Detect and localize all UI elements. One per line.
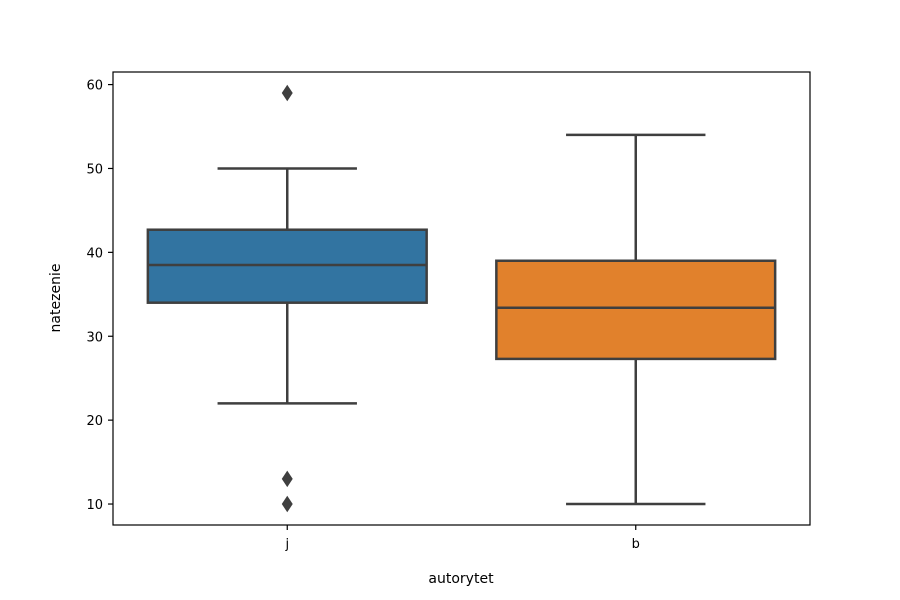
box-iqr — [146, 228, 428, 304]
y-tick-label: 40 — [86, 246, 103, 261]
x-tick-label: j — [284, 537, 289, 552]
box-group-j — [146, 84, 428, 513]
outlier-point — [281, 470, 293, 488]
box-iqr — [495, 259, 777, 361]
y-tick-label: 20 — [86, 414, 103, 429]
y-axis-label: natezenie — [48, 264, 64, 333]
y-tick-label: 30 — [86, 330, 103, 345]
y-tick-label: 60 — [86, 79, 103, 94]
box-group-b — [495, 133, 777, 506]
plot-area — [146, 84, 777, 513]
x-tick-label: b — [632, 537, 640, 552]
y-tick-label: 10 — [86, 498, 103, 513]
y-tick-label: 50 — [86, 162, 103, 177]
outlier-point — [281, 495, 293, 513]
axes: 10 20 30 40 50 60 j b — [86, 71, 811, 552]
outlier-point — [281, 84, 293, 102]
axes-frame — [112, 71, 811, 526]
x-axis-label: autorytet — [428, 571, 494, 587]
